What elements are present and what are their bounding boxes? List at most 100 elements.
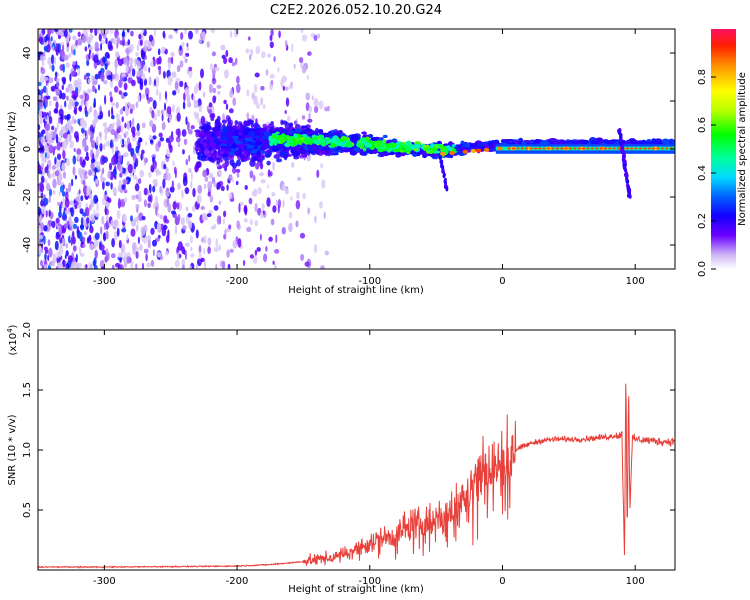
spectrogram-noise-cell	[137, 178, 142, 185]
spectrogram-noise-cell	[232, 97, 236, 106]
spectrogram-peak-cell	[435, 150, 441, 154]
spectrogram-noise-cell	[62, 259, 66, 268]
spectrogram-signal-cell	[483, 141, 489, 145]
spectrogram-noise-cell	[193, 85, 198, 95]
spectrogram-noise-cell	[41, 163, 45, 168]
spectrogram-noise-cell	[107, 40, 113, 50]
spectrogram-noise-cell	[318, 100, 324, 110]
spectrogram-signal-cell	[294, 128, 303, 133]
spectrogram-noise-cell	[73, 49, 76, 56]
spectrogram-noise-cell	[73, 79, 78, 89]
spectrogram-hot-cell	[656, 147, 660, 150]
spectrogram-noise-cell	[123, 189, 128, 194]
spectrogram-noise-cell	[118, 179, 122, 190]
spectrogram-band-cell	[291, 150, 299, 157]
spectrogram-hot-cell	[638, 147, 643, 150]
spectrogram-noise-cell	[59, 237, 63, 244]
spectrogram-noise-cell	[119, 40, 123, 46]
spectrogram-noise-cell	[125, 131, 129, 136]
spectrogram-signal-cell	[382, 134, 388, 139]
spectrogram-noise-cell	[119, 108, 124, 115]
spectrogram-noise-cell	[129, 43, 134, 52]
spectrogram-noise-cell	[148, 76, 152, 86]
spectrogram-noise-cell	[44, 76, 49, 81]
spectrogram-noise-cell	[45, 122, 50, 131]
spectrogram-drop-cell	[438, 155, 442, 160]
spectrogram-noise-cell	[275, 199, 278, 207]
spectrogram-noise-cell	[128, 57, 134, 65]
spectrogram-noise-cell	[252, 188, 258, 197]
spectrogram-noise-cell	[291, 162, 295, 168]
spectrogram-noise-cell	[174, 225, 178, 235]
spectrogram-noise-cell	[123, 252, 127, 260]
spectrogram-noise-cell	[102, 56, 106, 64]
spectrogram-signal-cell	[602, 139, 610, 144]
spectrogram-noise-cell	[284, 110, 287, 114]
spectrogram-noise-cell	[177, 251, 180, 262]
spectrogram-noise-cell	[43, 225, 48, 232]
spectrogram-band-cell	[204, 148, 210, 156]
spectrogram-noise-cell	[135, 101, 139, 109]
spectrogram-noise-cell	[313, 98, 319, 107]
spectrogram-noise-cell	[228, 108, 234, 114]
spectrogram-noise-cell	[307, 51, 312, 56]
spectrogram-noise-cell	[74, 196, 80, 202]
spectrogram-noise-cell	[120, 167, 123, 174]
spectrogram-noise-cell	[135, 250, 139, 259]
spectrogram-noise-cell	[87, 78, 91, 84]
spectrogram-noise-cell	[324, 250, 329, 256]
spectrogram-noise-cell	[259, 233, 262, 241]
spectrogram-noise-cell	[52, 130, 57, 140]
spectrogram-noise-cell	[225, 49, 229, 58]
spectrogram-peak-cell	[388, 147, 393, 152]
spectrogram-noise-cell	[116, 227, 120, 237]
spectrogram-noise-cell	[214, 66, 220, 72]
spectrogram-noise-cell	[52, 178, 57, 189]
spectrogram-signal-cell	[320, 150, 327, 155]
spectrogram-noise-cell	[272, 260, 275, 265]
spectrogram-peak-cell	[405, 146, 412, 152]
spectrogram-noise-cell	[254, 220, 259, 227]
spectrogram-noise-cell	[157, 222, 162, 232]
spectrogram-noise-cell	[218, 168, 222, 176]
spectrogram-noise-cell	[281, 227, 286, 235]
spectrogram-noise-cell	[174, 259, 180, 268]
spectrogram-noise-cell	[72, 261, 78, 269]
spectrogram-noise-cell	[98, 33, 102, 42]
spectrogram-noise-cell	[169, 144, 173, 153]
spectrogram-noise-cell	[228, 224, 232, 230]
spectrogram-noise-cell	[271, 192, 276, 197]
spectrogram-noise-cell	[127, 141, 132, 152]
spectrogram-noise-cell	[102, 180, 105, 190]
spectrogram-noise-cell	[282, 199, 285, 208]
spectrogram-noise-cell	[148, 34, 154, 42]
snr-marks	[38, 383, 675, 569]
spectrogram-band-cell	[207, 157, 214, 162]
spectrogram-noise-cell	[249, 54, 252, 61]
spectrogram-noise-cell	[223, 57, 228, 65]
spectrogram-noise-cell	[126, 137, 131, 145]
spectrogram-band-cell	[194, 145, 201, 152]
spectrogram-noise-cell	[273, 56, 276, 63]
spectrogram-peak-cell	[273, 140, 278, 146]
spectrogram-band-cell	[305, 124, 311, 129]
spectrogram-noise-cell	[45, 210, 48, 218]
spectrogram-x-tick-label: -200	[226, 276, 249, 287]
spectrogram-hot-cell	[577, 147, 581, 150]
snr-x-tick-label: -300	[93, 576, 116, 587]
spectrogram-noise-cell	[218, 244, 222, 251]
spectrogram-band-cell	[266, 160, 271, 166]
spectrogram-noise-cell	[56, 251, 60, 259]
spectrogram-noise-cell	[169, 113, 172, 123]
spectrogram-noise-cell	[101, 250, 107, 255]
spectrogram-noise-cell	[57, 262, 63, 269]
spectrogram-noise-cell	[229, 89, 234, 98]
spectrogram-noise-cell	[154, 168, 160, 174]
spectrogram-noise-cell	[265, 246, 268, 252]
spectrogram-noise-cell	[55, 101, 59, 110]
spectrogram-noise-cell	[186, 42, 189, 48]
spectrogram-noise-cell	[211, 176, 216, 183]
spectrogram-noise-cell	[184, 242, 190, 247]
spectrogram-noise-cell	[314, 215, 317, 224]
spectrogram-noise-cell	[117, 58, 124, 66]
